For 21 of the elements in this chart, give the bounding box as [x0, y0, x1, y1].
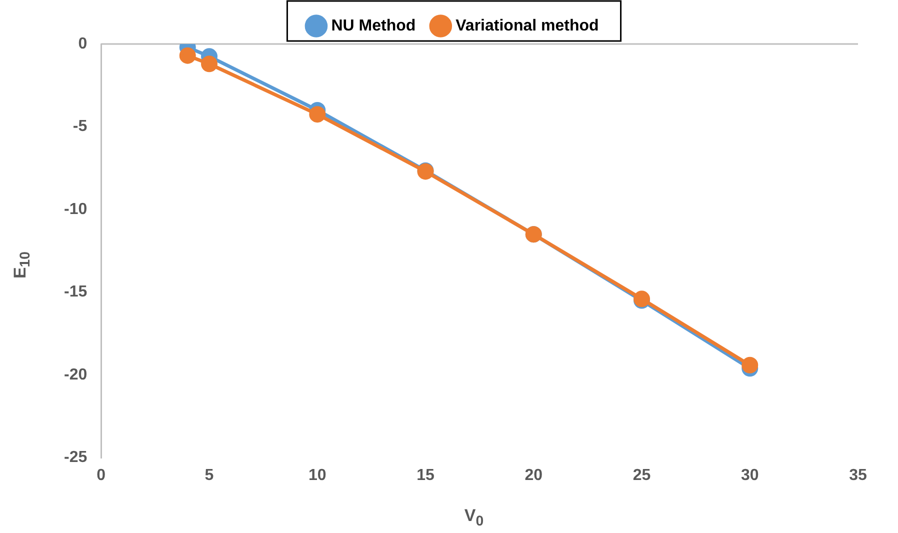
y-tick-label: -15 — [64, 284, 88, 301]
point — [179, 47, 196, 64]
x-tick-label: 15 — [416, 466, 434, 484]
x-tick-label: 5 — [204, 466, 214, 484]
point — [742, 356, 758, 374]
x-axis-title: V$_{0}$ — [463, 506, 485, 530]
y-tick-label: -5 — [72, 118, 88, 136]
point — [201, 56, 218, 72]
x-tick-label: 0 — [96, 466, 106, 484]
x-tick-label: 25 — [632, 466, 651, 484]
y-tick-label: -20 — [64, 366, 88, 384]
x-tick-label: 35 — [849, 466, 867, 484]
y-tick-label: -10 — [64, 200, 88, 218]
point — [309, 106, 326, 123]
legend-label: NU Method — [331, 17, 416, 34]
x-tick-label: 10 — [308, 466, 326, 484]
x-tick-label: 20 — [524, 466, 543, 484]
x-tick-label: 30 — [740, 466, 759, 484]
y-tick-label: 0 — [78, 35, 88, 52]
legend-label: Variational method — [456, 17, 599, 34]
y-tick-label: -25 — [64, 449, 88, 466]
